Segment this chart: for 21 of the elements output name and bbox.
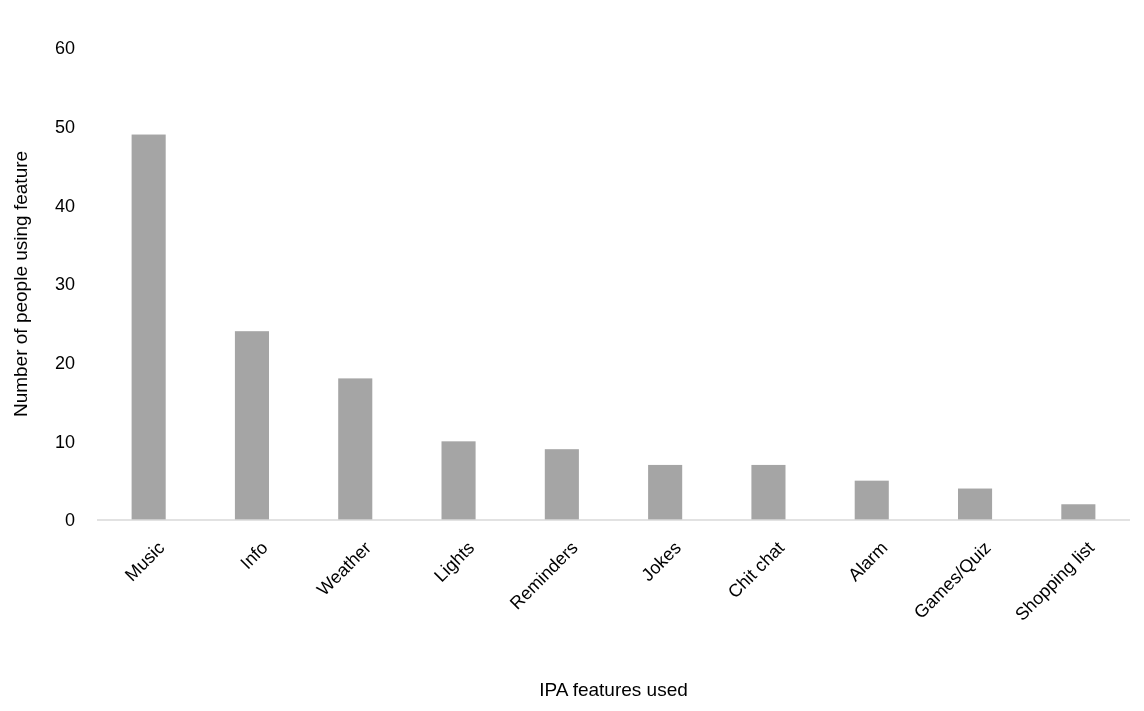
bar [234,331,269,520]
y-tick-label: 0 [64,510,75,531]
x-tick-label: Info [236,537,272,573]
y-tick-label: 10 [54,431,75,452]
y-tick-label: 50 [54,116,75,137]
y-tick-label: 20 [54,352,75,373]
x-tick-label: Chit chat [723,537,789,602]
x-axis-title: IPA features used [539,679,688,700]
y-axis-title: Number of people using feature [10,150,31,418]
bar [441,441,476,520]
bar [131,134,166,520]
y-tick-label: 60 [54,38,75,59]
y-tick-label: 40 [54,195,75,216]
bar [544,449,579,520]
bar [854,480,889,520]
bar [648,464,683,520]
bar [751,464,786,520]
bar [338,378,373,520]
bar [958,488,993,520]
y-tick-label: 30 [54,274,75,295]
bar [1061,504,1096,520]
